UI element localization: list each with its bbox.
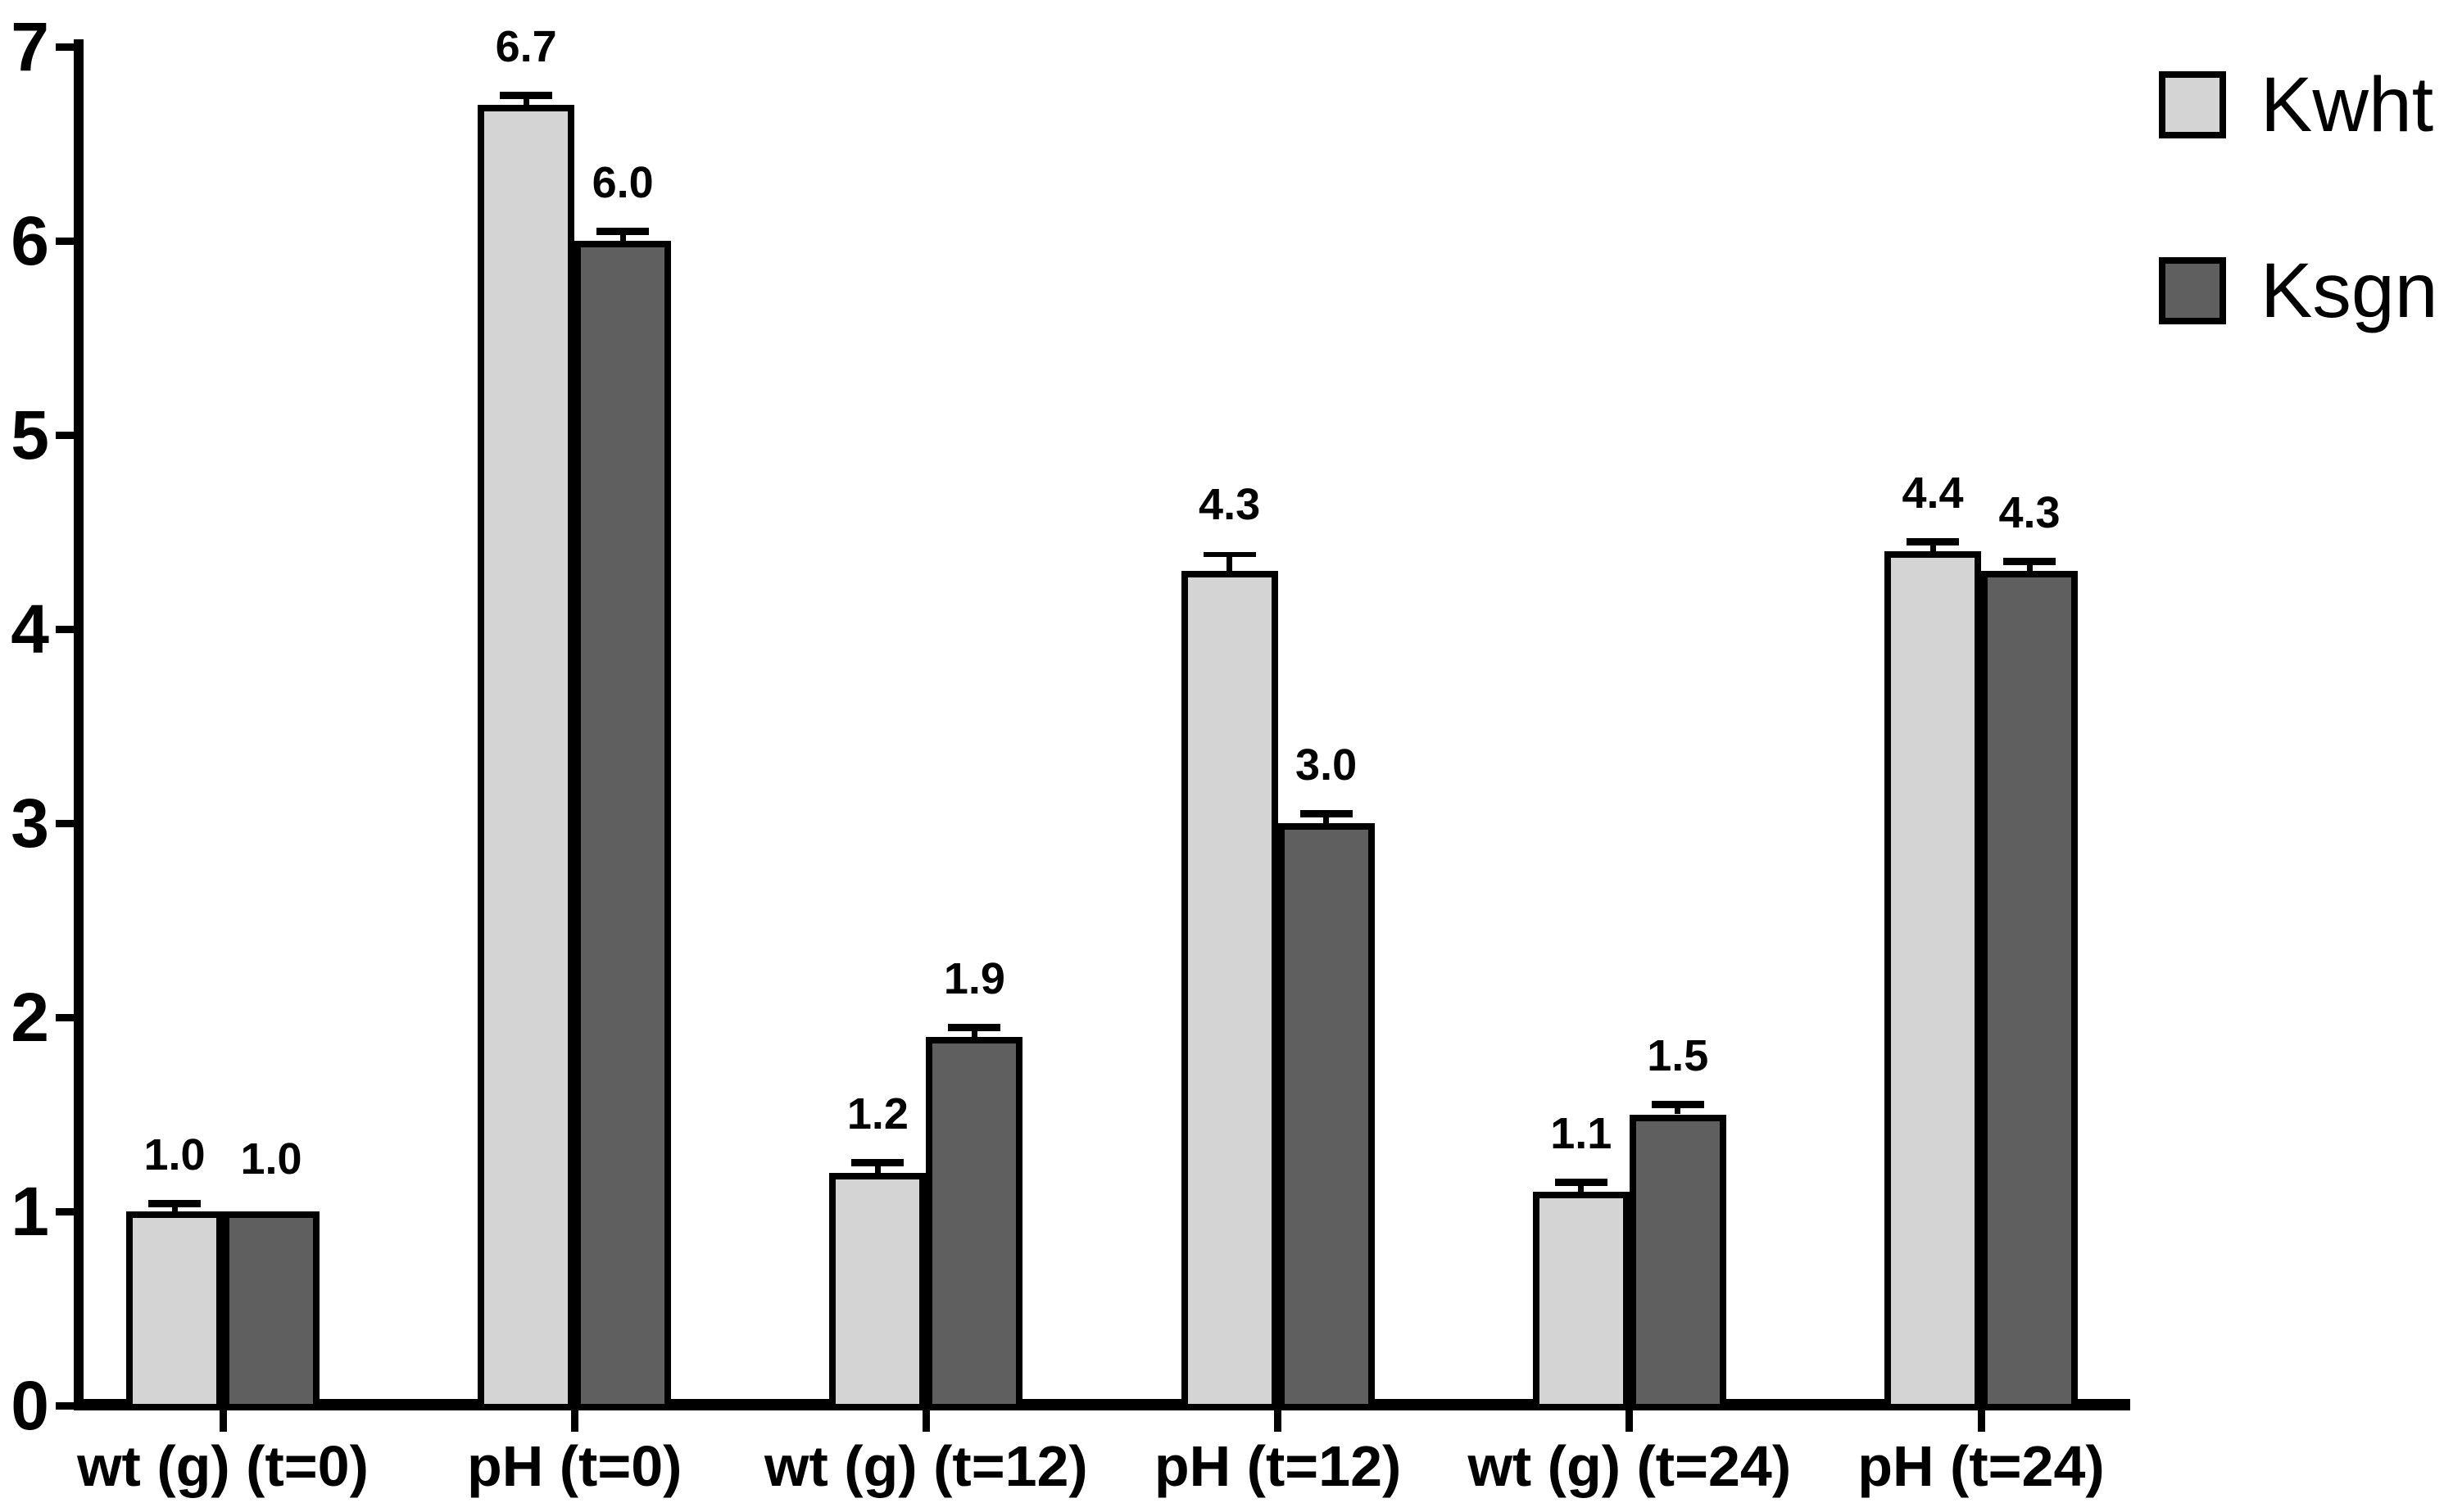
error-bar-stem [1578,1186,1585,1193]
y-tick-label: 2 [11,979,49,1056]
bar-kwht-1 [126,1211,223,1410]
x-category-label: wt (g) (t=12) [764,1434,1088,1498]
bar-kwht-2 [478,105,575,1410]
x-tick [922,1410,930,1432]
error-bar-stem [619,234,626,241]
x-category-label: pH (t=24) [1857,1434,2105,1498]
y-tick-label: 1 [11,1173,49,1250]
bar-ksgn-4 [1277,823,1375,1410]
y-tick [56,819,74,827]
y-axis-line [74,39,84,1410]
legend-swatch-kwht [2159,71,2226,138]
y-tick [56,237,74,245]
bar-ksgn-1 [223,1211,320,1410]
legend-item-ksgn: Ksgn [2159,243,2438,338]
y-tick-label: 0 [11,1367,49,1444]
error-bar-cap [1203,552,1256,558]
error-bar-cap [851,1159,905,1167]
error-bar-cap [948,1023,1001,1031]
x-tick [1977,1410,1985,1432]
error-bar-cap [1907,538,1959,546]
x-category-label: wt (g) (t=24) [1467,1434,1792,1498]
error-bar-stem [1323,817,1330,823]
bar-value-label: 1.2 [846,1089,909,1139]
y-tick-label: 5 [11,396,49,473]
error-bar-cap [1651,1101,1704,1109]
bar-kwht-4 [1181,570,1278,1410]
legend-label-kwht: Kwht [2260,61,2434,148]
y-tick [56,431,74,439]
error-bar-stem [523,98,529,106]
y-tick [56,1207,74,1215]
bar-kwht-6 [1884,551,1981,1410]
legend-label-ksgn: Ksgn [2260,247,2438,334]
y-tick [56,1401,74,1410]
error-bar-stem [874,1166,881,1173]
y-tick-label: 6 [11,202,49,279]
bar-value-label: 1.5 [1647,1031,1709,1081]
y-tick [56,625,74,633]
bar-ksgn-3 [926,1036,1023,1410]
bar-value-label: 4.3 [1199,480,1261,530]
error-bar-cap [148,1200,201,1208]
y-tick-label: 7 [11,8,49,85]
bar-ksgn-6 [1981,570,2078,1410]
bar-ksgn-5 [1629,1114,1726,1410]
error-bar-stem [1675,1108,1681,1115]
bar-value-label: 6.7 [495,21,557,71]
error-bar-stem [171,1207,178,1211]
bar-value-label: 4.3 [1998,487,2061,537]
y-tick-label: 3 [11,785,49,862]
x-tick [1626,1410,1634,1432]
bar-value-label: 1.0 [240,1134,302,1184]
y-tick [56,43,74,51]
bar-value-label: 1.0 [143,1130,206,1180]
error-bar-cap [500,91,553,99]
bar-value-label: 1.1 [1550,1109,1612,1159]
y-tick [56,1013,74,1021]
error-bar-cap [596,227,650,235]
x-category-label: pH (t=12) [1154,1434,1402,1498]
error-bar-cap [1554,1179,1607,1187]
error-bar-stem [971,1030,977,1037]
error-bar-cap [2003,557,2056,565]
bar-value-label: 6.0 [592,157,654,207]
bar-value-label: 4.4 [1902,469,1964,518]
x-category-label: wt (g) (t=0) [77,1434,369,1498]
bar-value-label: 1.9 [943,953,1005,1003]
bar-kwht-5 [1532,1192,1630,1410]
legend-swatch-ksgn [2159,257,2226,324]
legend-item-kwht: Kwht [2159,57,2433,152]
x-tick [219,1410,227,1432]
x-tick [570,1410,578,1432]
x-category-label: pH (t=0) [466,1434,682,1498]
error-bar-stem [1226,557,1233,571]
x-tick [1274,1410,1282,1432]
bar-value-label: 3.0 [1295,740,1358,790]
bar-kwht-3 [829,1172,927,1410]
bar-ksgn-2 [574,241,672,1410]
x-axis-line [74,1399,2130,1410]
error-bar-stem [2026,564,2033,571]
y-tick-label: 4 [11,591,49,668]
error-bar-cap [1299,809,1353,817]
error-bar-stem [1929,545,1936,552]
